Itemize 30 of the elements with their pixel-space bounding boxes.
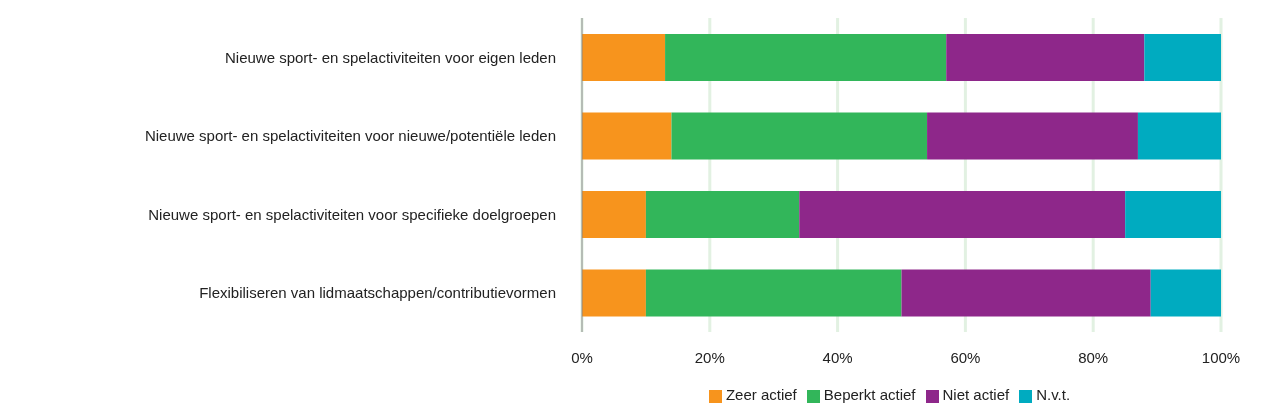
- bar: [946, 34, 1145, 81]
- bar: [901, 269, 1151, 317]
- x-tick-label: 60%: [950, 348, 981, 366]
- y-tick-label: Nieuwe sport- en spelactiviteiten voor specifieke doelgroepen: [148, 205, 556, 223]
- bar: [582, 191, 646, 238]
- x-tick-label: 40%: [822, 348, 853, 366]
- x-tick-label: 80%: [1078, 348, 1109, 366]
- bar: [1144, 34, 1221, 81]
- bar: [1137, 112, 1221, 160]
- bar: [799, 191, 1126, 238]
- bar: [582, 34, 666, 81]
- bar: [671, 112, 928, 160]
- bar: [582, 269, 646, 317]
- bar: [1125, 191, 1221, 238]
- bar: [1150, 269, 1221, 317]
- legend-label: N.v.t.: [1036, 386, 1071, 403]
- bar: [645, 269, 902, 317]
- y-tick-label: Flexibiliseren van lidmaatschappen/contributievormen: [199, 284, 556, 302]
- y-tick-label: Nieuwe sport- en spelactiviteiten voor nieuwe/potentiële leden: [144, 127, 556, 145]
- legend-label: Niet actief: [942, 386, 1010, 403]
- x-tick-label: 20%: [694, 348, 725, 366]
- y-tick-label: Nieuwe sport- en spelactiviteiten voor eigen leden: [224, 48, 556, 66]
- bar: [645, 191, 800, 238]
- legend-label: Beperkt actief: [823, 386, 916, 403]
- x-tick-label: 100%: [1201, 348, 1241, 366]
- legend-label: Zeer actief: [725, 386, 797, 403]
- bar: [665, 34, 947, 81]
- bar: [927, 112, 1138, 160]
- bar: [582, 112, 672, 160]
- x-tick-label: 0%: [571, 348, 593, 366]
